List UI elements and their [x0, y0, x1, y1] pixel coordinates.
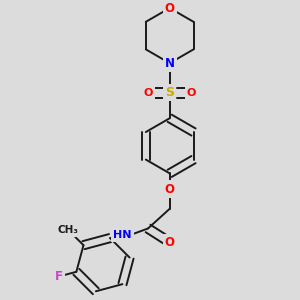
Text: O: O	[143, 88, 153, 98]
Text: O: O	[165, 183, 175, 196]
Text: O: O	[165, 2, 175, 15]
Text: CH₃: CH₃	[58, 225, 79, 235]
Text: N: N	[165, 57, 175, 70]
Text: HN: HN	[113, 230, 132, 240]
Text: O: O	[165, 236, 175, 249]
Text: F: F	[55, 270, 63, 283]
Text: O: O	[187, 88, 196, 98]
Text: S: S	[165, 86, 174, 99]
